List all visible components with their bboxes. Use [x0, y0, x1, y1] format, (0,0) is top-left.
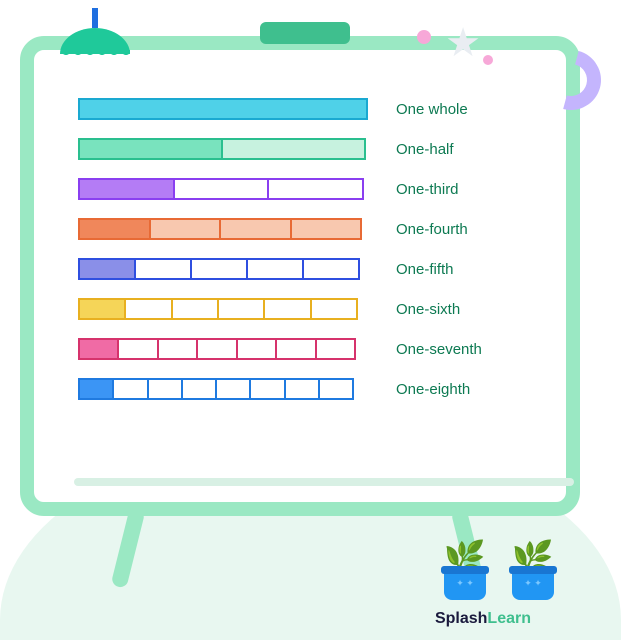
star-icon: ★: [445, 20, 481, 66]
fraction-segment: [149, 218, 222, 240]
fraction-segment: [134, 258, 192, 280]
fraction-segment: [78, 218, 151, 240]
fraction-segment: [315, 338, 356, 360]
dot-decoration: [483, 55, 493, 65]
fraction-bar: [78, 298, 368, 320]
fraction-segment: [78, 338, 119, 360]
fraction-segment: [217, 298, 265, 320]
plant-icon: 🌿: [505, 546, 561, 600]
plant-icon: 🌿: [437, 546, 493, 600]
fraction-chart: One whole One-half One-third One-fourth One-…: [78, 98, 578, 418]
fraction-bar: [78, 98, 368, 120]
brand-logo: SplashLearn: [435, 610, 531, 628]
fraction-segment: [117, 338, 158, 360]
fraction-segment: [221, 138, 366, 160]
fraction-segment: [215, 378, 251, 400]
fraction-label: One-eighth: [396, 381, 470, 398]
fraction-segment: [310, 298, 358, 320]
fraction-segment: [236, 338, 277, 360]
fraction-label: One-sixth: [396, 301, 460, 318]
fraction-segment: [78, 298, 126, 320]
fraction-bar: [78, 138, 368, 160]
fraction-bar: [78, 258, 368, 280]
fraction-row: One-fourth: [78, 218, 578, 240]
fraction-segment: [263, 298, 311, 320]
fraction-segment: [173, 178, 270, 200]
fraction-row: One-seventh: [78, 338, 578, 360]
fraction-label: One whole: [396, 101, 468, 118]
fraction-segment: [112, 378, 148, 400]
lamp-decoration: [60, 8, 130, 54]
fraction-label: One-seventh: [396, 341, 482, 358]
brand-part2: Learn: [487, 610, 531, 627]
fraction-row: One-third: [78, 178, 578, 200]
fraction-label: One-third: [396, 181, 459, 198]
fraction-segment: [219, 218, 292, 240]
fraction-label: One-fourth: [396, 221, 468, 238]
fraction-segment: [124, 298, 172, 320]
fraction-bar: [78, 338, 368, 360]
fraction-segment: [275, 338, 316, 360]
fraction-segment: [78, 378, 114, 400]
fraction-bar: [78, 218, 368, 240]
fraction-bar: [78, 178, 368, 200]
fraction-row: One-eighth: [78, 378, 578, 400]
fraction-segment: [290, 218, 363, 240]
fraction-segment: [249, 378, 285, 400]
fraction-label: One-fifth: [396, 261, 454, 278]
fraction-segment: [171, 298, 219, 320]
fraction-segment: [190, 258, 248, 280]
plant-decorations: 🌿 🌿: [437, 546, 561, 600]
fraction-segment: [284, 378, 320, 400]
fraction-segment: [78, 178, 175, 200]
fraction-segment: [147, 378, 183, 400]
fraction-segment: [78, 138, 223, 160]
fraction-label: One-half: [396, 141, 454, 158]
fraction-row: One-fifth: [78, 258, 578, 280]
dot-decoration: [417, 30, 431, 44]
scroll-track: [74, 478, 574, 486]
brand-part1: Splash: [435, 610, 487, 627]
easel-clip: [260, 22, 350, 44]
fraction-row: One-half: [78, 138, 578, 160]
fraction-segment: [181, 378, 217, 400]
fraction-segment: [267, 178, 364, 200]
fraction-row: One-sixth: [78, 298, 578, 320]
fraction-segment: [78, 258, 136, 280]
fraction-segment: [246, 258, 304, 280]
fraction-row: One whole: [78, 98, 578, 120]
fraction-segment: [196, 338, 237, 360]
fraction-segment: [302, 258, 360, 280]
fraction-segment: [157, 338, 198, 360]
fraction-segment: [78, 98, 368, 120]
fraction-segment: [318, 378, 354, 400]
easel-board: One whole One-half One-third One-fourth One-…: [20, 36, 580, 516]
fraction-bar: [78, 378, 368, 400]
